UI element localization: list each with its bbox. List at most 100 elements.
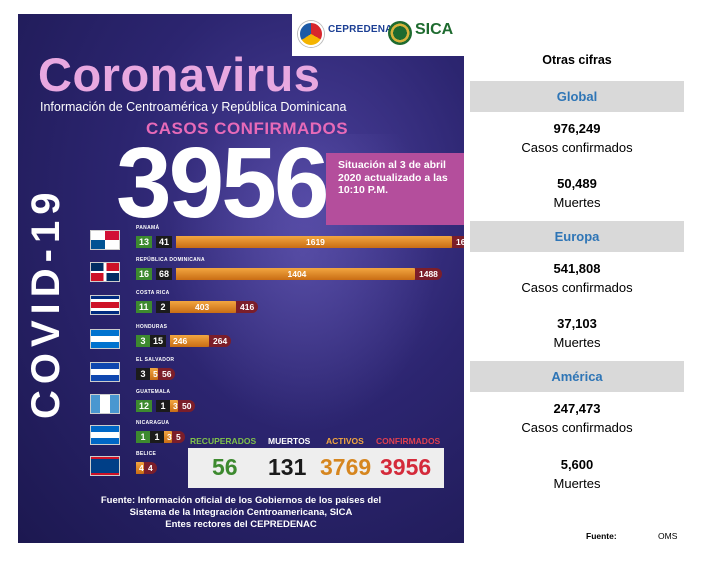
- country-recovered: 3: [136, 335, 150, 347]
- panel-source-value: OMS: [658, 531, 678, 541]
- country-deaths: 68: [156, 268, 173, 280]
- country-confirmed: 56: [158, 368, 176, 380]
- country-active: 403: [195, 302, 210, 312]
- global-cases: 976,249: [553, 121, 601, 136]
- country-name: EL SALVADOR: [136, 357, 175, 363]
- country-row: BELICE 4 4: [88, 451, 464, 482]
- country-active: 3: [167, 432, 172, 442]
- country-row: HONDURAS 3 15 246 264: [88, 324, 464, 355]
- country-deaths: 41: [156, 236, 173, 248]
- costa-rica-flag-icon: [90, 295, 120, 315]
- country-active: 37: [173, 400, 182, 412]
- logos-bar: CEPREDENAC SICA: [292, 14, 464, 56]
- section-header-europa: Europa: [470, 221, 684, 252]
- europa-deaths: 37,103: [557, 316, 597, 331]
- totals-values: 56 131 3769 3956: [188, 448, 444, 488]
- america-deaths: 5,600: [560, 457, 594, 472]
- country-name: GUATEMALA: [136, 389, 171, 395]
- country-row: EL SALVADOR 35356: [88, 357, 464, 388]
- muertos-header: MUERTOS: [268, 436, 311, 446]
- country-confirmed: 5: [172, 431, 185, 443]
- country-confirmed: 264: [209, 335, 232, 347]
- country-deaths: 15: [150, 335, 167, 347]
- totals-summary: RECUPERADOS MUERTOS ACTIVOS CONFIRMADOS …: [188, 436, 444, 490]
- country-active: 4: [139, 463, 144, 473]
- country-deaths: 1: [156, 400, 170, 412]
- infographic-source-line: Fuente: Información oficial de los Gobie…: [100, 495, 382, 506]
- recuperados-header: RECUPERADOS: [190, 436, 257, 446]
- country-confirmed: 1488: [415, 268, 442, 280]
- country-active: 1619: [306, 237, 325, 247]
- country-confirmed: 1673: [452, 236, 464, 248]
- country-deaths: 3: [136, 368, 150, 380]
- infographic-subtitle: Información de Centroamérica y República…: [40, 100, 347, 114]
- country-active: 246: [173, 336, 188, 346]
- total-activos: 3769: [320, 454, 372, 480]
- global-cases-label: Casos confirmados: [521, 140, 633, 155]
- country-recovered: 13: [136, 236, 153, 248]
- country-confirmed: 4: [144, 462, 157, 474]
- total-recuperados: 56: [212, 454, 238, 480]
- activos-header: ACTIVOS: [326, 436, 364, 446]
- country-recovered: 11: [136, 301, 152, 313]
- america-cases: 247,473: [553, 401, 601, 416]
- country-row: COSTA RICA 11 2 403 416: [88, 290, 464, 321]
- global-deaths: 50,489: [557, 176, 597, 191]
- europa-cases: 541,808: [553, 261, 601, 276]
- global-deaths-label: Muertes: [553, 195, 601, 210]
- section-header-america: América: [470, 361, 684, 392]
- country-deaths: 2: [156, 301, 170, 313]
- cepredenac-logo-icon: [298, 21, 324, 47]
- cepredenac-logo-text: CEPREDENAC: [328, 24, 401, 35]
- country-active-bar: [170, 301, 240, 313]
- casos-confirmados-label: CASOS CONFIRMADOS: [146, 119, 349, 138]
- country-active: 53: [153, 368, 162, 380]
- country-name: BELICE: [136, 451, 157, 457]
- america-deaths-label: Muertes: [553, 476, 601, 491]
- infographic-source-line: Sistema de la Integración Centroamerican…: [129, 507, 353, 518]
- country-name: PANAMÁ: [136, 225, 160, 231]
- country-deaths: 1: [150, 431, 164, 443]
- country-active: 1404: [287, 269, 307, 279]
- confirmados-header: CONFIRMADOS: [376, 436, 441, 446]
- country-recovered: 12: [136, 400, 153, 412]
- sica-logo-text: SICA: [415, 21, 454, 38]
- europa-deaths-label: Muertes: [553, 335, 601, 350]
- country-active-bar: [176, 236, 456, 248]
- country-name: NICARAGUA: [136, 420, 170, 426]
- totals-header: RECUPERADOS MUERTOS ACTIVOS CONFIRMADOS: [188, 436, 444, 447]
- total-muertos: 131: [268, 454, 307, 480]
- country-name: COSTA RICA: [136, 290, 170, 296]
- europa-cases-label: Casos confirmados: [521, 280, 633, 295]
- dominican-republic-flag-icon: [90, 262, 120, 282]
- infographic-source: Fuente: Información oficial de los Gobie…: [18, 495, 464, 531]
- infographic-source-line: Entes rectores del CEPREDENAC: [165, 519, 317, 530]
- total-confirmed-number: 3956: [116, 127, 329, 239]
- america-cases-label: Casos confirmados: [521, 420, 633, 435]
- el-salvador-flag-icon: [90, 362, 120, 382]
- country-active-bar: [176, 268, 419, 280]
- section-header-global: Global: [470, 81, 684, 112]
- panel-source-label: Fuente:: [586, 531, 617, 541]
- country-row: REPÚBLICA DOMINICANA 16 68 1404 1488: [88, 257, 464, 288]
- country-name: REPÚBLICA DOMINICANA: [136, 257, 205, 263]
- country-active-bar: [170, 335, 213, 347]
- nicaragua-flag-icon: [90, 425, 120, 445]
- country-recovered: 1: [136, 431, 150, 443]
- country-recovered: 16: [136, 268, 153, 280]
- total-confirmados: 3956: [380, 454, 432, 480]
- country-name: HONDURAS: [136, 324, 168, 330]
- infographic-title: Coronavirus: [38, 48, 321, 101]
- situation-box: Situación al 3 de abril 2020 actualizado…: [326, 153, 464, 225]
- panama-flag-icon: [90, 230, 120, 250]
- country-row: NICARAGUA 1 1 3 5: [88, 420, 464, 451]
- sica-seal-icon: [388, 21, 412, 45]
- covid-infographic: CEPREDENAC SICA Coronavirus Información …: [18, 14, 464, 543]
- belize-flag-icon: [90, 456, 120, 476]
- country-row: GUATEMALA 1213750: [88, 389, 464, 420]
- situation-text: Situación al 3 de abril 2020 actualizado…: [338, 159, 448, 196]
- otras-cifras-title: Otras cifras: [542, 53, 612, 67]
- honduras-flag-icon: [90, 329, 120, 349]
- covid-19-vertical-label: COVID-19: [24, 186, 68, 420]
